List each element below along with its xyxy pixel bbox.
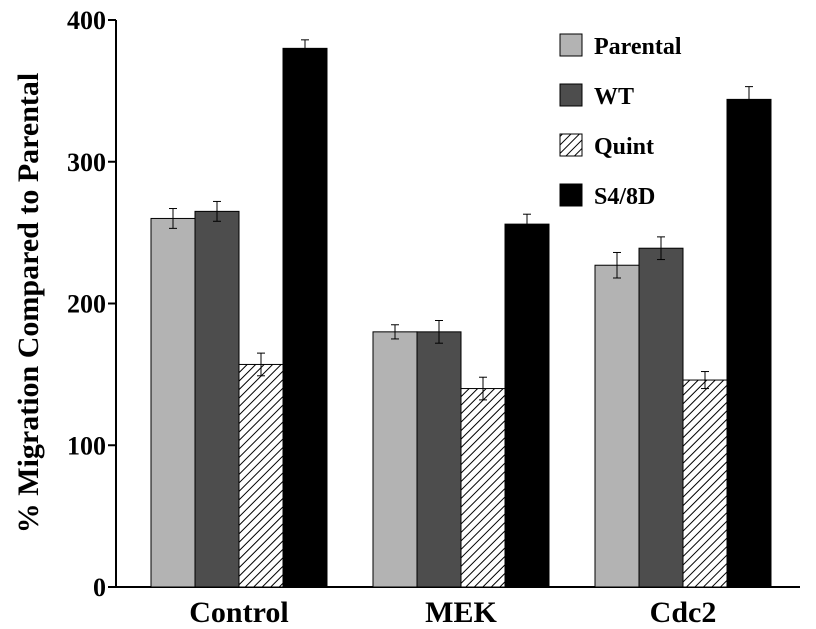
bar [416, 331, 462, 588]
bar [682, 379, 728, 588]
y-axis-title: % Migration Compared to Parental [12, 73, 45, 534]
y-tick-label: 300 [67, 148, 106, 177]
legend-label: WT [594, 84, 634, 110]
y-tick-label: 100 [67, 431, 106, 460]
legend-swatch [559, 83, 583, 107]
bar [194, 210, 240, 588]
bar [460, 388, 506, 588]
bar [504, 223, 550, 588]
legend-swatch [559, 133, 583, 157]
legend-swatch [559, 33, 583, 57]
bar [282, 47, 328, 588]
y-tick-label: 200 [67, 290, 106, 319]
y-tick-label: 400 [67, 6, 106, 35]
category-label: Control [189, 596, 288, 629]
bar [594, 264, 640, 588]
bar [150, 217, 196, 588]
legend-label: S4/8D [594, 184, 655, 210]
y-tick-label: 0 [93, 573, 106, 602]
category-label: MEK [425, 596, 497, 629]
bar [726, 98, 772, 588]
bar [238, 363, 284, 588]
plot-area: 0 100 200 300 400 Control MEK Cdc2 Parental WT Qui… [67, 6, 800, 629]
legend-swatch [559, 183, 583, 207]
bar [638, 247, 684, 588]
category-label: Cdc2 [650, 596, 717, 629]
bar [372, 331, 418, 588]
legend-label: Quint [594, 134, 654, 160]
legend-label: Parental [594, 34, 682, 60]
